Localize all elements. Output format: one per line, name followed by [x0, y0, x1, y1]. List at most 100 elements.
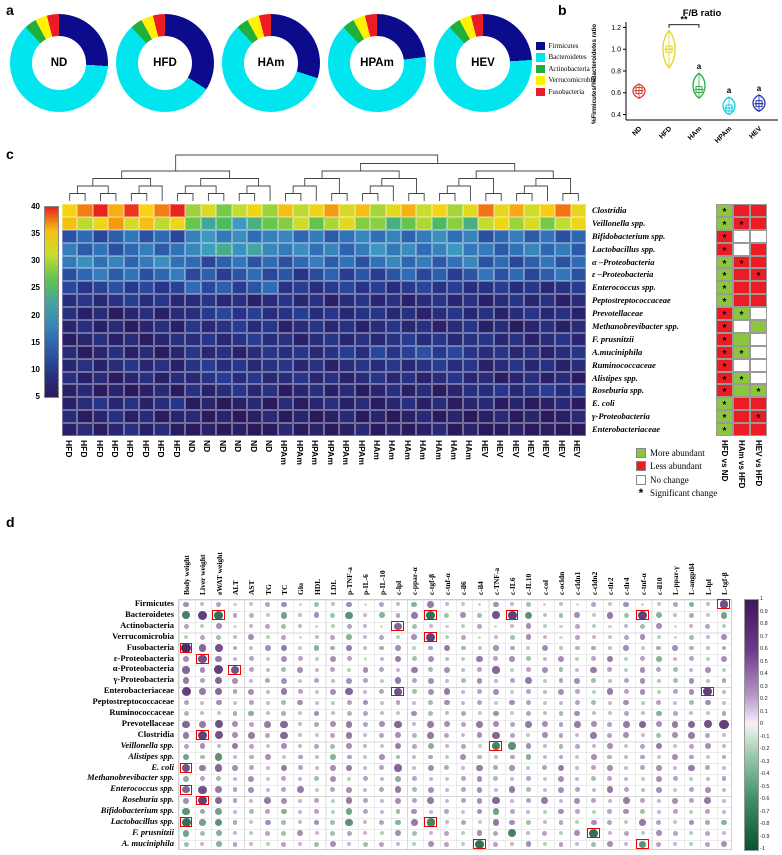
correlation-bubble — [558, 656, 564, 662]
heatmap-cell — [462, 320, 479, 333]
matrix-row-label: Roseburia spp. — [122, 794, 174, 805]
correlation-bubble — [345, 764, 353, 772]
correlation-bubble — [362, 776, 368, 782]
heatmap-cell — [339, 294, 355, 308]
correlation-bubble — [249, 646, 254, 651]
correlation-bubble — [198, 654, 207, 664]
heatmap-cell — [62, 268, 78, 282]
heatmap-cell — [416, 423, 432, 436]
correlation-bubble — [722, 689, 727, 694]
correlation-bubble — [297, 765, 303, 771]
correlation-bubble — [346, 601, 353, 608]
heatmap-cell — [493, 423, 509, 436]
correlation-bubble — [574, 645, 580, 651]
correlation-bubble — [298, 776, 303, 781]
correlation-bubble — [689, 667, 694, 672]
donut-chart-HPAm: HPAm — [328, 14, 426, 112]
heatmap-col-label: HAm — [433, 440, 444, 460]
heatmap-cell — [431, 229, 448, 243]
heatmap-cell — [570, 216, 586, 230]
heatmap-cell — [370, 332, 386, 346]
heatmap-row-label: Prevotellaceae — [592, 308, 643, 319]
heatmap-cell — [77, 358, 93, 372]
matrix-col-label: TG — [263, 584, 273, 595]
svg-text:a: a — [697, 62, 702, 71]
correlation-bubble — [427, 786, 434, 793]
heatmap-cell — [370, 229, 386, 243]
heatmap-cell — [508, 255, 525, 269]
heatmap-cell — [92, 371, 109, 385]
correlation-bubble — [215, 808, 223, 815]
correlation-bubble — [673, 700, 678, 705]
correlation-bubble — [314, 787, 319, 792]
heatmap-cell — [447, 294, 463, 308]
donut-chart-HEV: HEV — [434, 14, 532, 112]
heatmap-cell — [401, 268, 417, 282]
correlation-bubble — [493, 700, 498, 705]
correlation-bubble — [265, 830, 271, 836]
heatmap-cell — [508, 204, 525, 217]
heatmap-cell — [123, 332, 140, 346]
heatmap-cell — [108, 384, 124, 398]
correlation-bubble — [558, 667, 564, 673]
comparison-cell — [750, 242, 767, 256]
heatmap-cell — [108, 397, 124, 411]
colorbar-tick: -0.7 — [760, 808, 770, 815]
heatmap-row-label: Peptostreptococcaceae — [592, 295, 671, 306]
heatmap-cell — [77, 229, 93, 243]
correlation-bubble — [656, 678, 661, 683]
matrix-col-label: Body weight — [182, 555, 192, 595]
correlation-bubble — [249, 678, 254, 683]
heatmap-cell — [262, 320, 278, 333]
significant-highlight-box — [489, 741, 502, 751]
correlation-bubble — [281, 623, 287, 629]
correlation-bubble — [345, 644, 353, 652]
heatmap-cell — [62, 255, 78, 269]
heatmap-cell — [139, 242, 155, 256]
correlation-bubble — [444, 711, 449, 716]
correlation-bubble — [655, 612, 662, 619]
significant-highlight-box — [228, 664, 242, 675]
correlation-bubble — [379, 656, 384, 661]
correlation-bubble — [640, 743, 645, 749]
heatmap-cell — [447, 281, 463, 295]
heatmap-cell — [200, 216, 217, 230]
heatmap-cell — [92, 423, 109, 436]
heatmap-cell — [185, 332, 201, 346]
heatmap-cell — [401, 384, 417, 398]
correlation-bubble — [476, 786, 483, 793]
heatmap-cell — [539, 216, 556, 230]
heatmap-cell — [401, 320, 417, 333]
comparison-cell — [733, 268, 750, 282]
correlation-bubble — [705, 732, 711, 738]
correlation-bubble — [656, 798, 661, 803]
heatmap-cell — [401, 345, 417, 359]
svg-text:HEV: HEV — [748, 125, 763, 140]
correlation-bubble — [362, 710, 368, 716]
heatmap-col-label: ND — [202, 440, 213, 453]
heatmap-cell — [293, 204, 309, 217]
correlation-bubble — [460, 754, 467, 760]
correlation-bubble — [558, 775, 564, 782]
correlation-bubble — [575, 667, 580, 672]
correlation-bubble — [314, 689, 319, 694]
correlation-bubble — [656, 819, 662, 825]
colorbar-tick: 0.6 — [760, 646, 768, 652]
correlation-bubble — [379, 678, 384, 683]
heatmap-cell — [62, 307, 78, 320]
correlation-bubble — [330, 732, 336, 738]
correlation-bubble — [477, 820, 482, 825]
comparison-col-label: HEV vs HFD — [753, 440, 763, 487]
correlation-bubble — [231, 742, 239, 750]
correlation-bubble — [395, 775, 401, 782]
heatmap-cell — [262, 294, 278, 308]
matrix-col-label: L-ppar-γ — [671, 566, 681, 595]
correlation-bubble — [345, 818, 353, 827]
legend-swatch — [536, 41, 545, 50]
heatmap-cell — [570, 281, 586, 295]
heatmap-cell — [478, 384, 494, 398]
correlation-bubble — [493, 765, 499, 771]
correlation-bubble — [722, 624, 727, 629]
heatmap-col-label: ND — [217, 440, 228, 453]
correlation-bubble — [411, 689, 417, 695]
